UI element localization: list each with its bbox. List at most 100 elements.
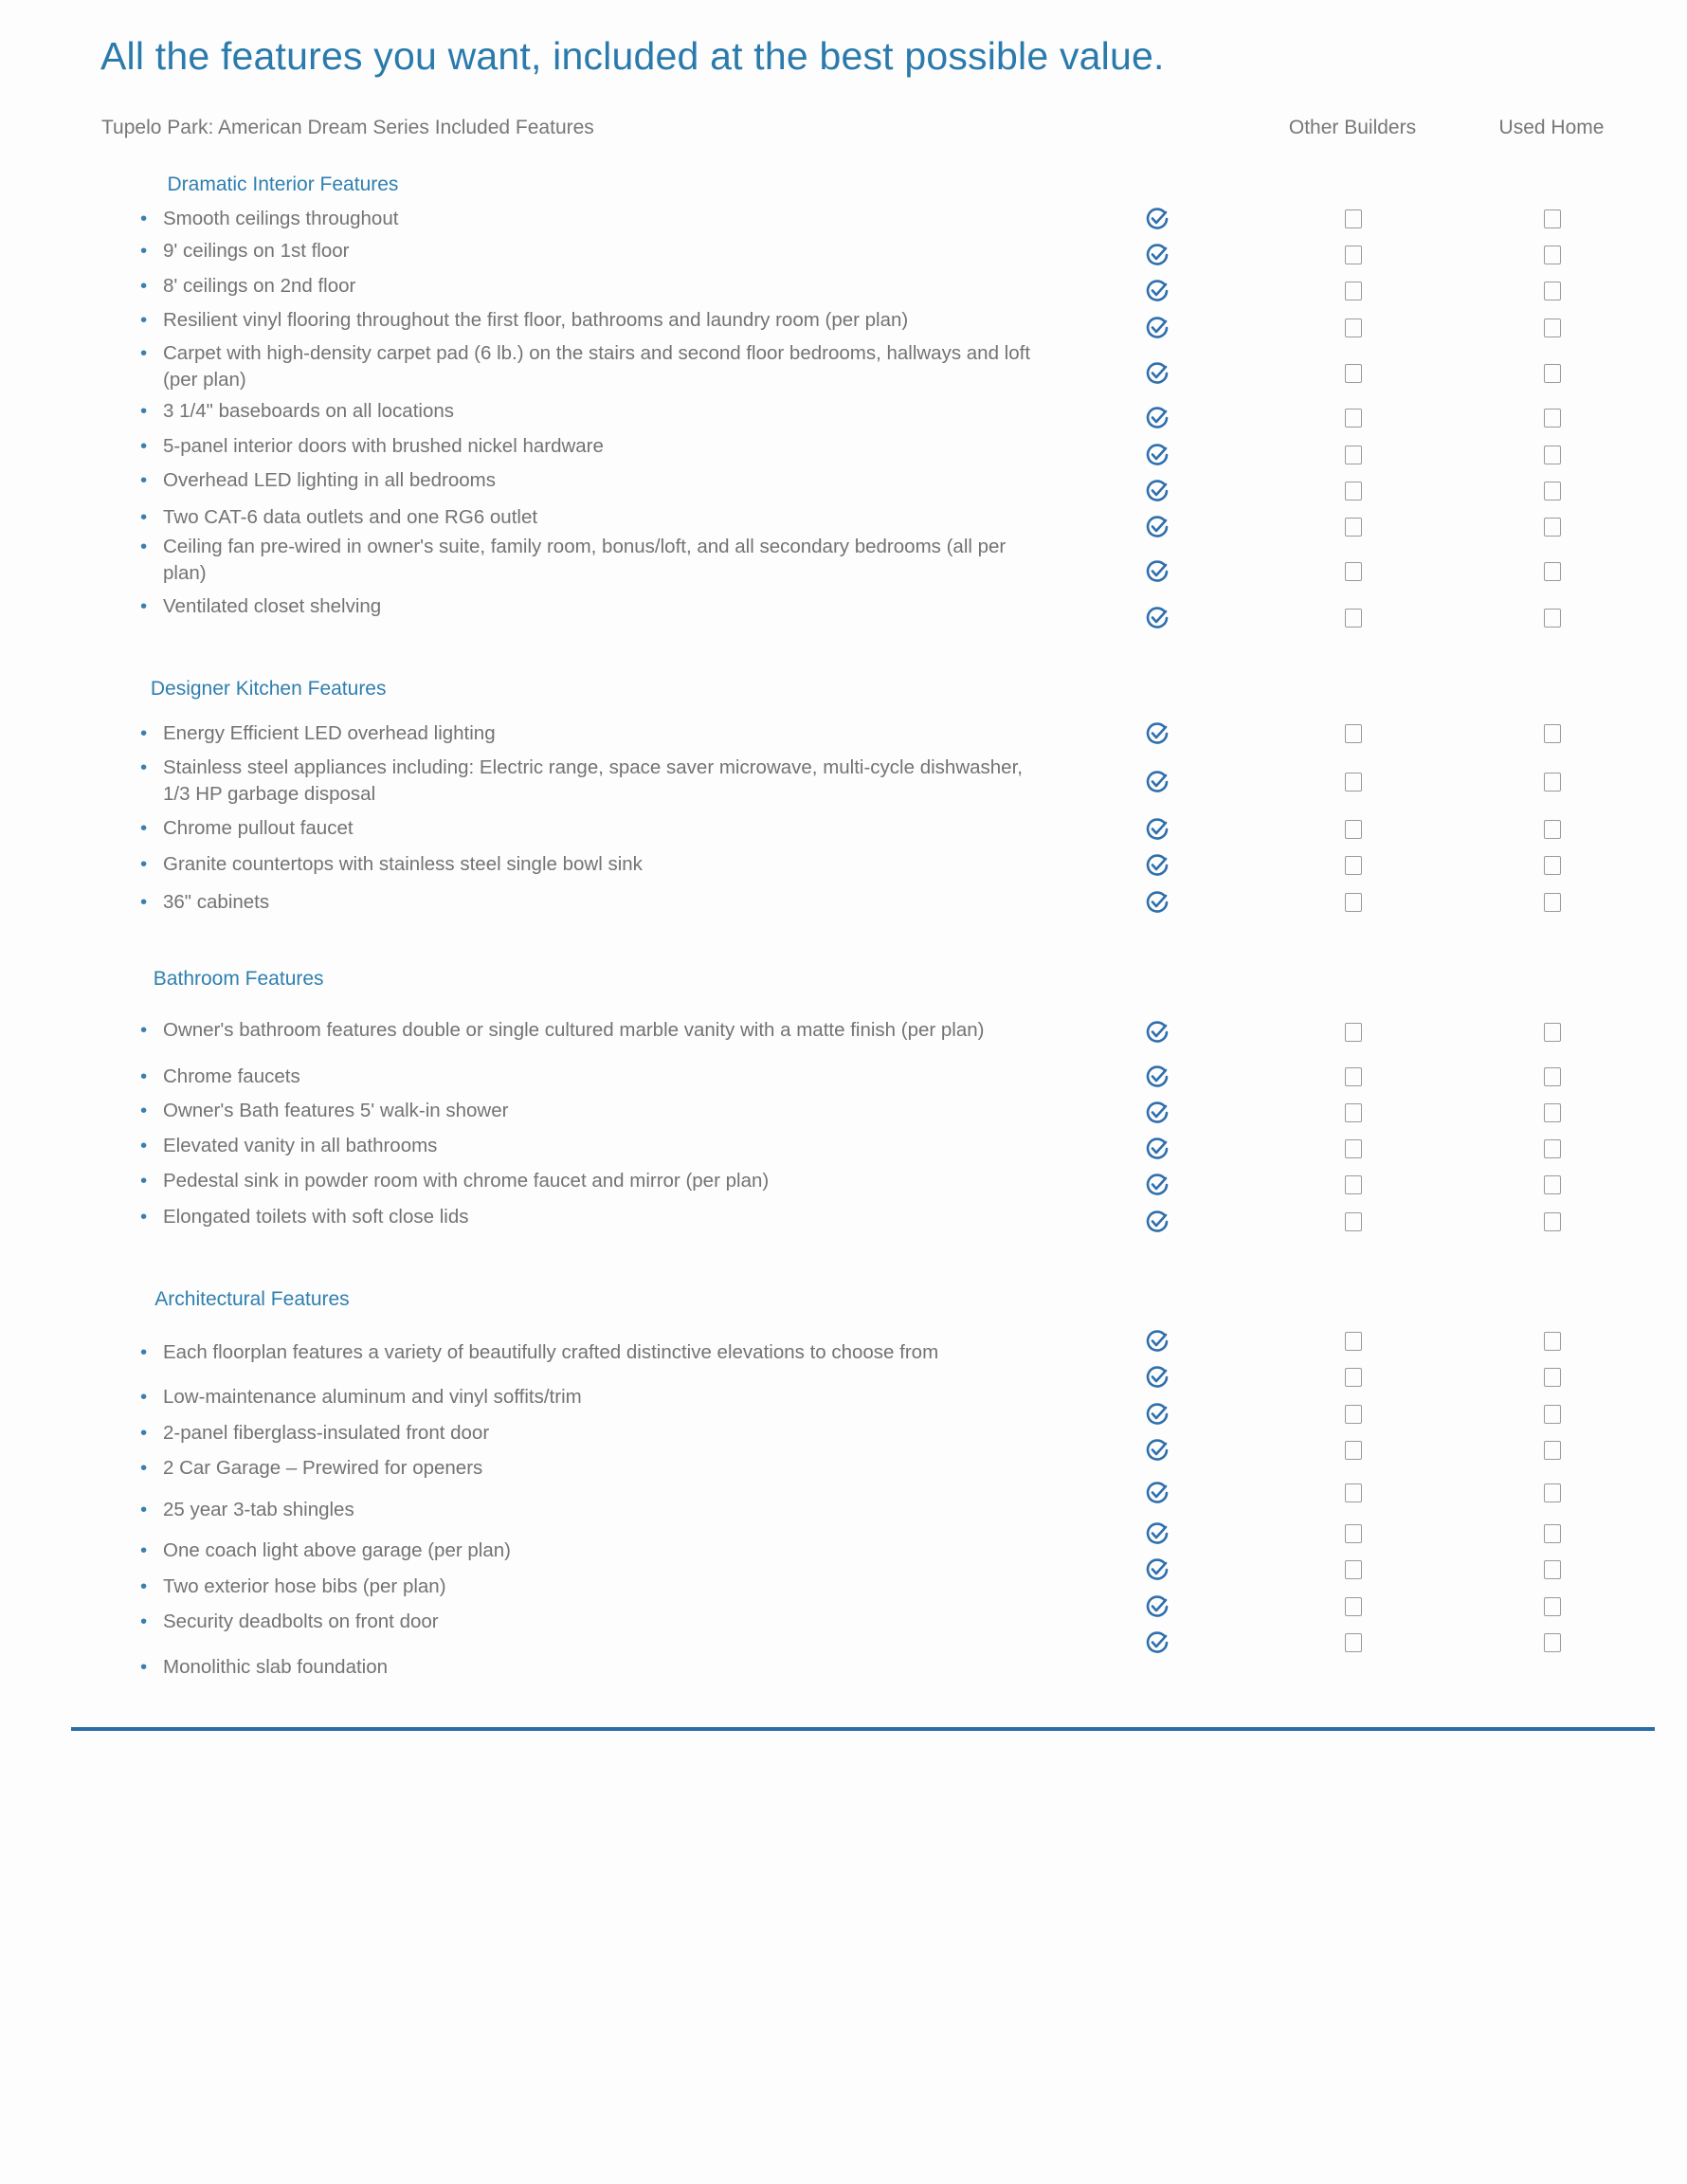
other-builders-checkbox <box>1345 1175 1362 1195</box>
used-home-checkbox <box>1544 1632 1561 1652</box>
circle-check-icon <box>1145 1594 1170 1619</box>
feature-row: • Carpet with high-density carpet pad (6 … <box>140 340 1054 393</box>
bullet: • <box>140 1019 148 1042</box>
used-home-checkbox <box>1544 1404 1561 1424</box>
circle-check-icon <box>1145 1173 1170 1197</box>
feature-label: 9' ceilings on 1st floor <box>163 239 350 262</box>
circle-check-icon <box>1145 1101 1170 1125</box>
used-home-checkbox <box>1544 1483 1561 1503</box>
other-builders-checkbox <box>1345 820 1362 840</box>
used-home-checkbox <box>1544 1102 1561 1122</box>
feature-row: • Each floorplan features a variety of be… <box>140 1339 938 1366</box>
feature-row: • 8' ceilings on 2nd floor <box>140 273 355 300</box>
other-builders-checkbox <box>1345 1211 1362 1231</box>
feature-label: Chrome faucets <box>163 1065 300 1087</box>
section-heading: Dramatic Interior Features <box>167 173 399 195</box>
bullet: • <box>140 853 148 876</box>
used-home-checkbox <box>1544 1368 1561 1388</box>
other-builders-checkbox <box>1345 481 1362 500</box>
other-builders-checkbox <box>1345 1332 1362 1352</box>
feature-label: Granite countertops with stainless steel… <box>163 853 643 876</box>
used-home-checkbox <box>1544 1211 1561 1231</box>
feature-row: • Chrome faucets <box>140 1064 300 1090</box>
feature-label: Security deadbolts on front door <box>163 1610 439 1632</box>
circle-check-icon <box>1145 1065 1170 1089</box>
other-builders-checkbox <box>1345 1524 1362 1544</box>
feature-label: Two exterior hose bibs (per plan) <box>163 1574 446 1597</box>
used-home-checkbox <box>1544 1524 1561 1544</box>
used-home-checkbox <box>1544 282 1561 301</box>
circle-check-icon <box>1145 1329 1170 1354</box>
feature-label: Resilient vinyl flooring throughout the … <box>163 309 909 332</box>
circle-check-icon <box>1145 207 1170 231</box>
bullet: • <box>140 1206 148 1228</box>
feature-row: • 2-panel fiberglass-insulated front door <box>140 1420 489 1447</box>
feature-label: Ventilated closet shelving <box>163 594 382 617</box>
feature-label: Stainless steel appliances including: El… <box>163 755 1023 805</box>
feature-row: • Stainless steel appliances including: E… <box>140 755 1054 808</box>
used-home-checkbox <box>1544 518 1561 537</box>
other-builders-checkbox <box>1345 409 1362 428</box>
feature-row: • 36" cabinets <box>140 889 269 916</box>
other-builders-checkbox <box>1345 445 1362 464</box>
circle-check-icon <box>1145 316 1170 340</box>
feature-row: • Pedestal sink in powder room with chrom… <box>140 1168 769 1194</box>
feature-label: Chrome pullout faucet <box>163 816 354 839</box>
feature-label: Ceiling fan pre-wired in owner's suite, … <box>163 536 1007 585</box>
other-builders-checkbox <box>1345 1102 1362 1122</box>
other-builders-checkbox <box>1345 1440 1362 1460</box>
divider-rule <box>71 1727 1655 1731</box>
circle-check-icon <box>1145 1557 1170 1582</box>
bullet: • <box>140 1100 148 1122</box>
circle-check-icon <box>1145 721 1170 746</box>
other-builders-checkbox <box>1345 246 1362 265</box>
used-home-checkbox <box>1544 773 1561 792</box>
other-builders-checkbox <box>1345 1139 1362 1159</box>
feature-label: 25 year 3-tab shingles <box>163 1499 354 1521</box>
bullet: • <box>140 755 148 778</box>
feature-row: • Owner's Bath features 5' walk-in shower <box>140 1098 508 1124</box>
feature-label: Smooth ceilings throughout <box>163 207 399 229</box>
bullet: • <box>140 890 148 913</box>
feature-row: • Ceiling fan pre-wired in owner's suite,… <box>140 534 1054 587</box>
circle-check-icon <box>1145 1020 1170 1045</box>
feature-label: Pedestal sink in powder room with chrome… <box>163 1169 770 1192</box>
feature-label: 5-panel interior doors with brushed nick… <box>163 434 604 457</box>
other-builders-checkbox <box>1345 723 1362 743</box>
used-home-checkbox <box>1544 1440 1561 1460</box>
used-home-checkbox <box>1544 723 1561 743</box>
used-home-checkbox <box>1544 209 1561 228</box>
other-builders-checkbox <box>1345 1066 1362 1086</box>
circle-check-icon <box>1145 1481 1170 1505</box>
circle-check-icon <box>1145 361 1170 386</box>
feature-label: 2 Car Garage – Prewired for openers <box>163 1456 483 1479</box>
bullet: • <box>140 399 148 422</box>
circle-check-icon <box>1145 770 1170 794</box>
bullet: • <box>140 1422 148 1445</box>
bullet: • <box>140 1340 148 1363</box>
bullet: • <box>140 1065 148 1087</box>
used-home-checkbox <box>1544 1175 1561 1195</box>
feature-label: Monolithic slab foundation <box>163 1656 389 1679</box>
other-builders-checkbox <box>1345 856 1362 876</box>
circle-check-icon <box>1145 1630 1170 1655</box>
section-heading: Architectural Features <box>154 1288 350 1311</box>
feature-row: • 2 Car Garage – Prewired for openers <box>140 1455 482 1482</box>
used-home-checkbox <box>1544 445 1561 464</box>
bullet: • <box>140 1574 148 1597</box>
bullet: • <box>140 469 148 492</box>
feature-label: 36" cabinets <box>163 890 270 913</box>
used-home-checkbox <box>1544 1022 1561 1042</box>
feature-row: • 5-panel interior doors with brushed nic… <box>140 433 604 460</box>
bullet: • <box>140 274 148 297</box>
used-home-checkbox <box>1544 318 1561 337</box>
feature-label: 8' ceilings on 2nd floor <box>163 274 356 297</box>
other-builders-checkbox <box>1345 773 1362 792</box>
used-home-checkbox <box>1544 1139 1561 1159</box>
column-header-other-builders: Other Builders <box>1288 117 1417 138</box>
bullet: • <box>140 1610 148 1632</box>
used-home-checkbox <box>1544 1596 1561 1616</box>
used-home-checkbox <box>1544 820 1561 840</box>
used-home-checkbox <box>1544 1332 1561 1352</box>
other-builders-checkbox <box>1345 1596 1362 1616</box>
